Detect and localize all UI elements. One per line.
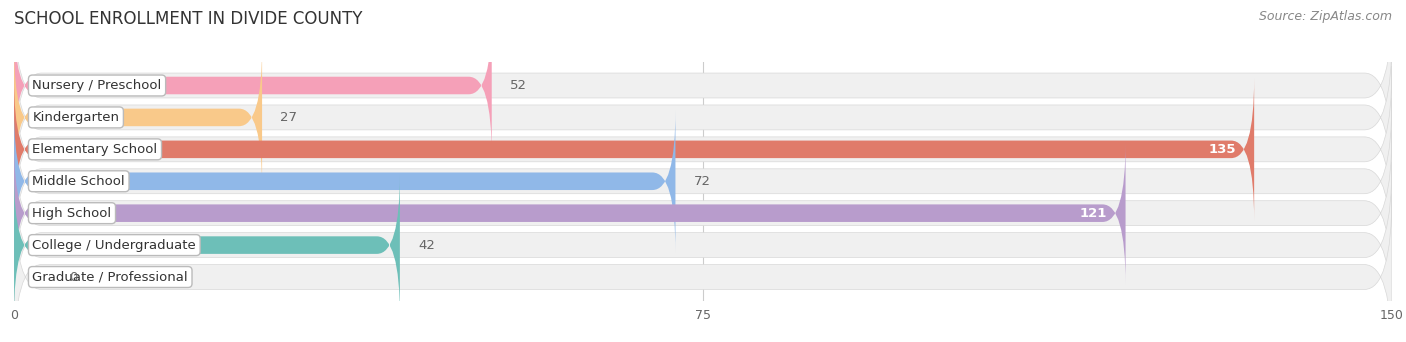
FancyBboxPatch shape <box>14 2 1392 169</box>
Text: 72: 72 <box>693 175 711 188</box>
FancyBboxPatch shape <box>14 174 399 316</box>
FancyBboxPatch shape <box>14 110 675 252</box>
Text: Middle School: Middle School <box>32 175 125 188</box>
FancyBboxPatch shape <box>14 34 1392 201</box>
Text: SCHOOL ENROLLMENT IN DIVIDE COUNTY: SCHOOL ENROLLMENT IN DIVIDE COUNTY <box>14 10 363 28</box>
Text: Elementary School: Elementary School <box>32 143 157 156</box>
Text: 27: 27 <box>280 111 298 124</box>
Text: 121: 121 <box>1080 207 1107 220</box>
Text: Source: ZipAtlas.com: Source: ZipAtlas.com <box>1258 10 1392 23</box>
FancyBboxPatch shape <box>14 14 492 157</box>
Text: Graduate / Professional: Graduate / Professional <box>32 271 188 284</box>
FancyBboxPatch shape <box>14 47 262 188</box>
Text: College / Undergraduate: College / Undergraduate <box>32 239 197 252</box>
FancyBboxPatch shape <box>14 78 1254 220</box>
Text: 42: 42 <box>418 239 434 252</box>
FancyBboxPatch shape <box>14 162 1392 328</box>
Text: 0: 0 <box>69 271 77 284</box>
FancyBboxPatch shape <box>14 130 1392 297</box>
FancyBboxPatch shape <box>14 66 1392 233</box>
Text: 135: 135 <box>1208 143 1236 156</box>
FancyBboxPatch shape <box>14 142 1126 284</box>
Text: Kindergarten: Kindergarten <box>32 111 120 124</box>
Text: 52: 52 <box>510 79 527 92</box>
Text: Nursery / Preschool: Nursery / Preschool <box>32 79 162 92</box>
Text: High School: High School <box>32 207 111 220</box>
FancyBboxPatch shape <box>14 194 1392 342</box>
FancyBboxPatch shape <box>14 98 1392 265</box>
